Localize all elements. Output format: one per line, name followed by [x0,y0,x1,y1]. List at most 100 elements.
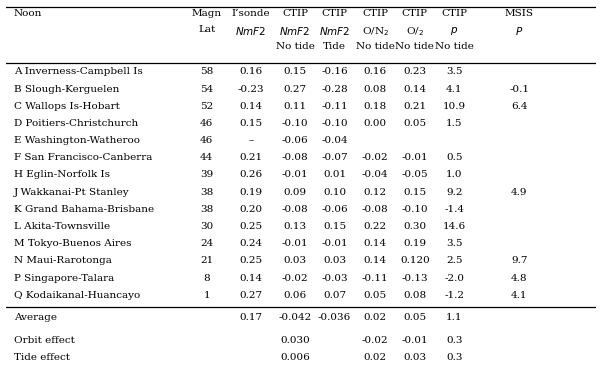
Text: I’sonde: I’sonde [232,9,270,18]
Text: 0.14: 0.14 [364,239,387,248]
Text: 0.05: 0.05 [364,291,387,300]
Text: -0.13: -0.13 [402,273,428,283]
Text: 10.9: 10.9 [443,102,466,111]
Text: M Tokyo-Buenos Aires: M Tokyo-Buenos Aires [14,239,131,248]
Text: -0.01: -0.01 [402,153,428,162]
Text: 0.21: 0.21 [403,102,426,111]
Text: CTIP: CTIP [282,9,308,18]
Text: MSIS: MSIS [505,9,534,18]
Text: -0.036: -0.036 [318,313,351,322]
Text: O/N$_2$: O/N$_2$ [362,25,389,38]
Text: 0.19: 0.19 [239,188,262,197]
Text: 0.120: 0.120 [400,256,430,265]
Text: 21: 21 [200,256,213,265]
Text: 0.08: 0.08 [364,85,387,94]
Text: No tide: No tide [356,42,395,51]
Text: 0.21: 0.21 [239,153,262,162]
Text: 0.25: 0.25 [239,222,262,231]
Text: 1.0: 1.0 [446,170,463,180]
Text: 0.01: 0.01 [323,170,346,180]
Text: CTIP: CTIP [321,9,347,18]
Text: 0.3: 0.3 [446,336,463,345]
Text: 0.12: 0.12 [364,188,387,197]
Text: -0.10: -0.10 [402,205,428,214]
Text: -0.11: -0.11 [321,102,348,111]
Text: Q Kodaikanal-Huancayo: Q Kodaikanal-Huancayo [14,291,140,300]
Text: Orbit effect: Orbit effect [14,336,75,345]
Text: CTIP: CTIP [402,9,428,18]
Text: 0.05: 0.05 [403,313,426,322]
Text: -0.08: -0.08 [282,153,308,162]
Text: -2.0: -2.0 [444,273,464,283]
Text: $P$: $P$ [515,25,523,37]
Text: $p$: $p$ [450,25,459,37]
Text: -1.4: -1.4 [444,205,464,214]
Text: 0.10: 0.10 [323,188,346,197]
Text: -0.01: -0.01 [282,170,308,180]
Text: 24: 24 [200,239,213,248]
Text: -0.11: -0.11 [362,273,389,283]
Text: -0.01: -0.01 [321,239,348,248]
Text: E Washington-Watheroo: E Washington-Watheroo [14,136,140,145]
Text: 1: 1 [203,291,210,300]
Text: 0.08: 0.08 [403,291,426,300]
Text: 6.4: 6.4 [511,102,527,111]
Text: 0.02: 0.02 [364,313,387,322]
Text: -0.042: -0.042 [279,313,312,322]
Text: -0.06: -0.06 [282,136,308,145]
Text: 0.14: 0.14 [239,273,262,283]
Text: -0.1: -0.1 [509,85,529,94]
Text: 52: 52 [200,102,213,111]
Text: 0.14: 0.14 [403,85,426,94]
Text: 1.5: 1.5 [446,119,463,128]
Text: -0.04: -0.04 [321,136,348,145]
Text: 0.02: 0.02 [364,353,387,362]
Text: 0.14: 0.14 [364,256,387,265]
Text: No tide: No tide [276,42,314,51]
Text: -0.10: -0.10 [321,119,348,128]
Text: P Singapore-Talara: P Singapore-Talara [14,273,114,283]
Text: CTIP: CTIP [441,9,467,18]
Text: K Grand Bahama-Brisbane: K Grand Bahama-Brisbane [14,205,154,214]
Text: 38: 38 [200,205,213,214]
Text: 38: 38 [200,188,213,197]
Text: 0.11: 0.11 [284,102,306,111]
Text: -0.01: -0.01 [282,239,308,248]
Text: CTIP: CTIP [362,9,388,18]
Text: 2.5: 2.5 [446,256,463,265]
Text: 4.8: 4.8 [511,273,527,283]
Text: 4.1: 4.1 [446,85,463,94]
Text: 0.07: 0.07 [323,291,346,300]
Text: –: – [248,136,253,145]
Text: 0.14: 0.14 [239,102,262,111]
Text: Tide: Tide [323,42,346,51]
Text: 44: 44 [200,153,213,162]
Text: -0.10: -0.10 [282,119,308,128]
Text: 4.1: 4.1 [511,291,527,300]
Text: $NmF2$: $NmF2$ [319,25,350,37]
Text: Tide effect: Tide effect [14,353,70,362]
Text: 46: 46 [200,136,213,145]
Text: -0.02: -0.02 [362,336,389,345]
Text: 0.18: 0.18 [364,102,387,111]
Text: D Poitiers-Christchurch: D Poitiers-Christchurch [14,119,138,128]
Text: 0.03: 0.03 [403,353,426,362]
Text: F San Francisco-Canberra: F San Francisco-Canberra [14,153,152,162]
Text: Magn: Magn [191,9,222,18]
Text: 0.030: 0.030 [280,336,310,345]
Text: 0.09: 0.09 [284,188,306,197]
Text: 0.05: 0.05 [403,119,426,128]
Text: 0.06: 0.06 [284,291,306,300]
Text: $NmF2$: $NmF2$ [235,25,267,37]
Text: -0.05: -0.05 [402,170,428,180]
Text: -0.02: -0.02 [362,153,389,162]
Text: 3.5: 3.5 [446,68,463,77]
Text: 30: 30 [200,222,213,231]
Text: 0.30: 0.30 [403,222,426,231]
Text: -0.23: -0.23 [238,85,264,94]
Text: -0.03: -0.03 [321,273,348,283]
Text: 0.15: 0.15 [403,188,426,197]
Text: 0.03: 0.03 [323,256,346,265]
Text: 0.27: 0.27 [284,85,306,94]
Text: 0.3: 0.3 [446,353,463,362]
